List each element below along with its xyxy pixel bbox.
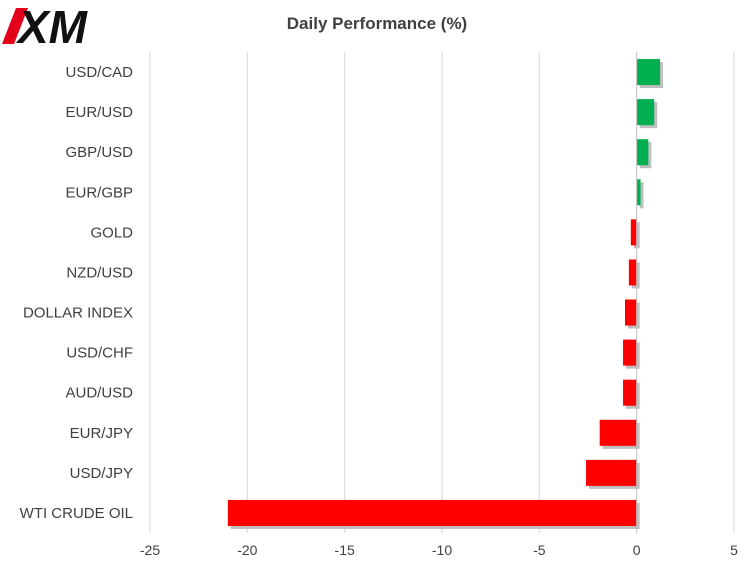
bars (227, 52, 664, 533)
logo-accent-stripe (2, 8, 28, 44)
x-tick-label: -5 (533, 542, 546, 558)
bar (586, 459, 637, 486)
x-tick-label: -15 (335, 542, 355, 558)
category-label: NZD/USD (66, 264, 133, 281)
category-label: EUR/JPY (70, 425, 133, 442)
category-label: EUR/USD (65, 104, 133, 121)
category-label: USD/CAD (65, 64, 133, 81)
category-label: GBP/USD (65, 144, 133, 161)
category-label: AUD/USD (65, 385, 133, 402)
chart-title: Daily Performance (%) (287, 14, 467, 33)
category-labels: USD/CAD EUR/USD GBP/USD EUR/GBP GOLD NZD/USD D… (20, 64, 134, 522)
bar (628, 259, 637, 286)
bar (636, 139, 649, 166)
logo-text: XM (15, 1, 89, 53)
xm-logo: XM (2, 1, 89, 53)
x-tick-labels: -25 -20 -15 -10 -5 0 5 (140, 542, 738, 558)
category-label: EUR/GBP (65, 184, 133, 201)
bar (636, 179, 641, 206)
bar (636, 99, 655, 126)
category-label: USD/CHF (66, 345, 133, 362)
x-tick-label: -25 (140, 542, 160, 558)
x-tick-label: -10 (432, 542, 452, 558)
bar (599, 419, 637, 446)
category-label: DOLLAR INDEX (23, 305, 133, 322)
x-tick-label: 5 (730, 542, 738, 558)
category-label: WTI CRUDE OIL (20, 505, 133, 522)
bar (623, 379, 637, 406)
category-label: USD/JPY (70, 465, 133, 482)
grid-lines (149, 52, 735, 533)
bar (624, 299, 637, 326)
bar (630, 219, 637, 246)
x-tick-label: 0 (633, 542, 641, 558)
bar (227, 499, 637, 526)
category-label: GOLD (90, 224, 133, 241)
bar (636, 59, 661, 86)
bar-shadow (639, 182, 644, 209)
bar (623, 339, 637, 366)
x-tick-label: -20 (237, 542, 257, 558)
